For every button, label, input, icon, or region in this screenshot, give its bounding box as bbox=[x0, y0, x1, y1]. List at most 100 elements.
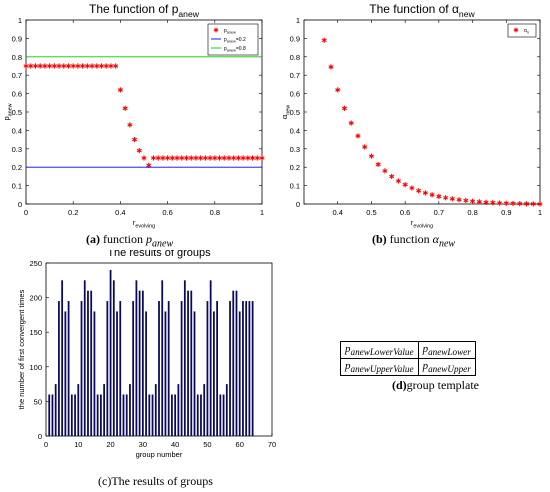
x-axis-label: revolving bbox=[411, 218, 433, 230]
y-tick-label: 0.2 bbox=[290, 163, 300, 172]
y-tick-label: 0.9 bbox=[12, 34, 22, 43]
bar bbox=[90, 290, 93, 436]
data-point bbox=[165, 155, 171, 161]
bar bbox=[99, 394, 102, 436]
y-tick-label: 0.1 bbox=[290, 182, 300, 191]
legend-entry: panew=0.8 bbox=[224, 46, 246, 53]
x-axis-label-sub: evolving bbox=[413, 224, 433, 230]
x-tick-label: 0.5 bbox=[366, 208, 376, 217]
x-tick-label: 10 bbox=[74, 440, 82, 449]
x-axis-label-base: r bbox=[133, 218, 136, 227]
bar bbox=[51, 394, 54, 436]
data-point bbox=[117, 87, 123, 93]
y-tick-label: 0.4 bbox=[12, 126, 22, 135]
bar bbox=[177, 384, 180, 436]
data-point bbox=[321, 37, 327, 43]
data-point bbox=[245, 155, 251, 161]
bar bbox=[180, 301, 183, 436]
data-point bbox=[70, 63, 76, 69]
bar bbox=[232, 290, 235, 436]
data-point bbox=[80, 63, 86, 69]
y-axis-label-base: α bbox=[280, 114, 289, 119]
template-cell-sub: anewLowerValue bbox=[350, 347, 414, 358]
data-point bbox=[436, 193, 442, 200]
data-point bbox=[155, 155, 161, 161]
bar bbox=[70, 394, 73, 436]
x-axis-label: group number bbox=[136, 450, 183, 459]
y-tick-label: 0.5 bbox=[290, 108, 300, 117]
legend bbox=[507, 23, 537, 38]
bar bbox=[225, 384, 228, 436]
bar bbox=[103, 384, 106, 436]
chart-title: The function of αnew bbox=[369, 2, 475, 19]
legend-entry-base: α bbox=[524, 28, 527, 34]
bar bbox=[245, 301, 248, 436]
data-point bbox=[395, 178, 401, 184]
x-tick-label: 0 bbox=[24, 208, 28, 217]
x-tick-label: 0 bbox=[44, 440, 48, 449]
bar bbox=[119, 301, 122, 436]
data-point bbox=[443, 195, 449, 201]
bar bbox=[203, 384, 206, 436]
bar bbox=[229, 301, 231, 436]
bar bbox=[200, 394, 202, 436]
caption-b: (b) function αnew bbox=[372, 232, 455, 249]
data-point bbox=[193, 155, 199, 161]
bar bbox=[48, 394, 51, 436]
y-axis-label: panew bbox=[2, 103, 14, 120]
legend-entry-base: p bbox=[224, 46, 227, 52]
template-cell-sub: anewUpperValue bbox=[350, 364, 414, 375]
data-point bbox=[122, 105, 128, 111]
legend-entry-base: p bbox=[224, 28, 227, 34]
y-axis-label-sub: anew bbox=[8, 103, 14, 116]
x-tick-label: 70 bbox=[268, 440, 276, 449]
data-point bbox=[127, 122, 133, 128]
data-point bbox=[449, 196, 455, 202]
bar bbox=[109, 269, 112, 436]
bar bbox=[242, 301, 244, 436]
x-axis-label-sub: evolving bbox=[135, 224, 155, 230]
data-point bbox=[202, 155, 208, 161]
data-point bbox=[250, 155, 256, 161]
data-point bbox=[523, 201, 530, 207]
data-point bbox=[328, 64, 334, 70]
y-tick-label: 250 bbox=[29, 259, 42, 268]
bar bbox=[64, 311, 67, 436]
caption-c: (c)The results of groups bbox=[98, 474, 213, 489]
caption-a-math-sub: anew bbox=[152, 238, 174, 250]
data-point bbox=[37, 63, 43, 69]
data-point bbox=[23, 63, 29, 69]
caption-a-label: (a) bbox=[86, 232, 100, 246]
data-point bbox=[348, 120, 354, 126]
chart-c: The results of groups 0 50 100 150 200 250 0 10 2… bbox=[17, 250, 276, 459]
chart-title-base: The function of p bbox=[89, 2, 179, 16]
x-tick-label: 1 bbox=[260, 208, 264, 217]
y-axis-label-sub: new bbox=[286, 105, 292, 115]
data-point bbox=[503, 200, 509, 206]
data-point bbox=[132, 137, 138, 143]
data-point bbox=[497, 200, 503, 206]
bar bbox=[193, 311, 196, 436]
y-tick-label: 0.7 bbox=[12, 71, 22, 80]
data-point bbox=[61, 63, 67, 69]
data-point bbox=[335, 87, 341, 93]
caption-a: (a) function panew bbox=[86, 232, 173, 249]
legend-swatch bbox=[513, 27, 519, 33]
group-template-table: panewLowerValue panewLower panewUpperVal… bbox=[340, 340, 476, 377]
bar bbox=[125, 394, 128, 436]
caption-b-math-sub: new bbox=[438, 238, 456, 250]
bar bbox=[161, 280, 164, 436]
caption-b-text: function bbox=[386, 232, 433, 246]
data-point bbox=[231, 155, 237, 161]
bar bbox=[61, 280, 64, 436]
chart-title: The results of groups bbox=[107, 250, 211, 259]
data-point bbox=[89, 63, 95, 69]
data-point bbox=[207, 155, 213, 161]
legend-entry-suffix: =0.2 bbox=[236, 37, 246, 43]
bar bbox=[171, 394, 173, 436]
y-axis-label: αnew bbox=[280, 105, 292, 119]
legend-entry-suffix: =0.8 bbox=[236, 46, 246, 52]
template-row: panewUpperValue panewUpper bbox=[340, 358, 476, 377]
bar bbox=[206, 301, 209, 436]
data-point bbox=[517, 201, 523, 207]
